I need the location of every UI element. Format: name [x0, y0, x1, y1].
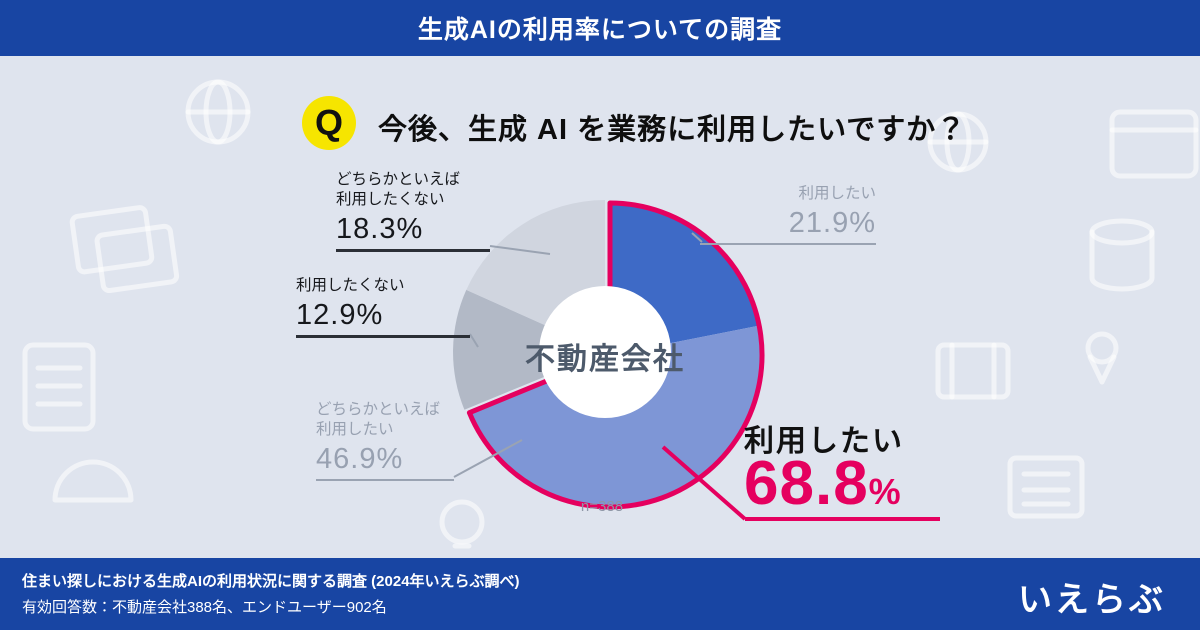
film-icon — [935, 342, 1011, 400]
survey-respondents: 有効回答数：不動産会社388名、エンドユーザー902名 — [22, 599, 387, 616]
callout-label: 利用したい — [316, 421, 394, 438]
survey-source: 住まい探しにおける生成AIの利用状況に関する調査 (2024年いえらぶ調べ) — [22, 573, 520, 590]
donut-hole — [539, 286, 671, 418]
highlight-outline — [466, 200, 765, 510]
callout-value: 18.3% — [336, 213, 424, 245]
lightbulb-icon — [439, 499, 485, 549]
donut-slice-2 — [453, 289, 605, 410]
leader-line-somewhat-not-want — [489, 245, 551, 255]
globe-icon — [927, 111, 989, 173]
sample-size: n=388 — [580, 498, 624, 515]
photos-icon — [69, 205, 180, 294]
callout-value: 46.9% — [316, 443, 404, 475]
question-badge: Q — [302, 96, 356, 150]
question-text: 今後、生成 AI を業務に利用したいですか？ — [378, 114, 967, 146]
leader-lines — [453, 232, 703, 478]
chart-center-label: 不動産会社 — [525, 343, 685, 376]
page-title: 生成AIの利用率についての調査 — [417, 16, 783, 44]
highlight-diagonal-line — [661, 445, 747, 521]
combined-callout-value: 68.8% — [744, 452, 901, 532]
callout-label: 利用したくない — [296, 277, 405, 294]
callout-value: 12.9% — [296, 299, 384, 331]
header-bar: 生成AIの利用率についての調査 — [0, 0, 1200, 56]
combined-value-number: 68.8 — [744, 449, 869, 518]
globe-icon — [185, 79, 251, 145]
browser-icon — [1109, 109, 1199, 179]
protractor-icon — [52, 459, 134, 503]
question-badge-letter: Q — [314, 102, 343, 143]
combined-value-unit: % — [868, 471, 901, 512]
database-icon — [1089, 218, 1155, 292]
callout-not-want: 利用したくない 12.9% — [296, 276, 470, 338]
callout-label: どちらかといえば — [336, 171, 461, 188]
callout-somewhat-want: どちらかといえば 利用したい 46.9% — [316, 400, 454, 481]
map-pin-icon — [1085, 331, 1119, 385]
highlight-callout-lines — [661, 445, 940, 521]
leader-line-somewhat-want — [453, 439, 523, 478]
callout-label: 利用したい — [798, 185, 876, 202]
brand-logo: いえらぶ — [1018, 581, 1166, 619]
document-icon — [22, 342, 96, 432]
article-icon — [1007, 455, 1085, 519]
callout-want: 利用したい 21.9% — [700, 184, 876, 245]
callout-label: 利用したくない — [336, 191, 445, 208]
leader-line-want — [691, 232, 703, 243]
leader-line-not-want — [469, 333, 479, 348]
combined-callout-label: 利用したい — [744, 425, 904, 458]
callout-somewhat-not-want: どちらかといえば 利用したくない 18.3% — [336, 170, 490, 252]
callout-label: どちらかといえば — [316, 401, 441, 418]
callout-value: 21.9% — [788, 207, 876, 239]
footer-bar: 住まい探しにおける生成AIの利用状況に関する調査 (2024年いえらぶ調べ) 有… — [0, 558, 1200, 630]
